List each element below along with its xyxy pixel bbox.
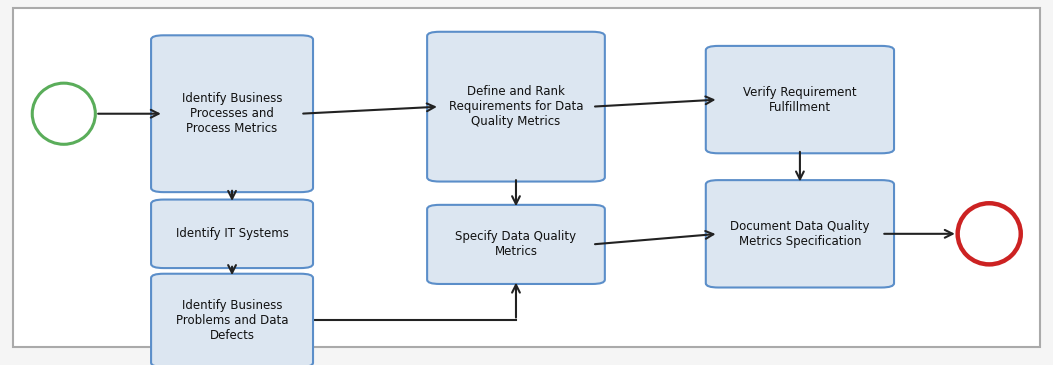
Ellipse shape: [957, 203, 1020, 264]
Ellipse shape: [33, 83, 96, 144]
Text: Define and Rank
Requirements for Data
Quality Metrics: Define and Rank Requirements for Data Qu…: [449, 85, 583, 128]
FancyBboxPatch shape: [151, 35, 313, 192]
FancyBboxPatch shape: [428, 32, 604, 181]
FancyBboxPatch shape: [14, 8, 1039, 347]
Text: Identify Business
Processes and
Process Metrics: Identify Business Processes and Process …: [182, 92, 282, 135]
FancyBboxPatch shape: [706, 180, 894, 288]
Text: Document Data Quality
Metrics Specification: Document Data Quality Metrics Specificat…: [730, 220, 870, 248]
FancyBboxPatch shape: [428, 205, 604, 284]
FancyBboxPatch shape: [151, 200, 313, 268]
Text: Identify Business
Problems and Data
Defects: Identify Business Problems and Data Defe…: [176, 299, 289, 342]
Text: Identify IT Systems: Identify IT Systems: [176, 227, 289, 240]
Text: Verify Requirement
Fulfillment: Verify Requirement Fulfillment: [743, 86, 857, 114]
FancyBboxPatch shape: [151, 274, 313, 365]
FancyBboxPatch shape: [706, 46, 894, 153]
Text: Specify Data Quality
Metrics: Specify Data Quality Metrics: [455, 230, 577, 258]
